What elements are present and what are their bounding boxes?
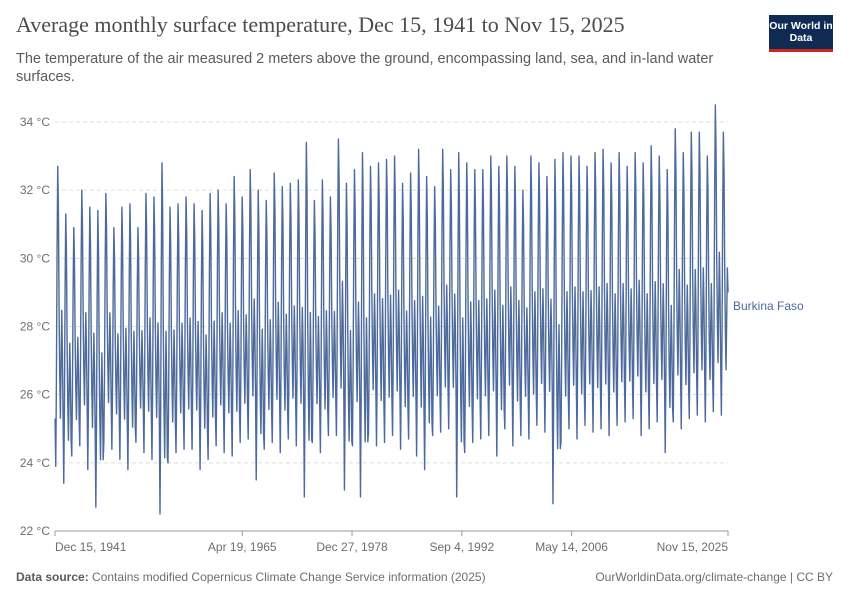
data-source: Data source: Contains modified Copernicu… xyxy=(16,570,486,584)
y-tick-label: 28 °C xyxy=(20,320,50,334)
x-tick-label: Nov 15, 2025 xyxy=(657,540,729,554)
data-source-label: Data source: xyxy=(16,570,89,584)
y-tick-label: 22 °C xyxy=(20,524,50,538)
data-source-text: Contains modified Copernicus Climate Cha… xyxy=(92,570,486,584)
x-axis: Dec 15, 1941 Apr 19, 1965 Dec 27, 1978 Sep … xyxy=(54,530,729,554)
y-tick-label: 30 °C xyxy=(20,251,50,265)
y-axis-tick-labels: 22 °C 24 °C 26 °C 28 °C 30 °C 32 °C 34 °C xyxy=(20,115,50,538)
line-chart: 22 °C 24 °C 26 °C 28 °C 30 °C 32 °C 34 °C Dec … xyxy=(20,104,804,554)
x-tick-label: Sep 4, 1992 xyxy=(429,540,494,554)
y-tick-label: 26 °C xyxy=(20,388,50,402)
x-tick-label: Dec 27, 1978 xyxy=(316,540,388,554)
x-tick-label: Apr 19, 1965 xyxy=(208,540,277,554)
series-line-burkina-faso[interactable] xyxy=(54,104,729,515)
series-lines xyxy=(54,104,729,515)
series-label-burkina-faso[interactable]: Burkina Faso xyxy=(733,299,804,313)
chart-title: Average monthly surface temperature, Dec… xyxy=(16,12,625,37)
y-tick-label: 24 °C xyxy=(20,456,50,470)
y-tick-label: 34 °C xyxy=(20,115,50,129)
chart-subtitle: The temperature of the air measured 2 me… xyxy=(16,51,714,85)
x-tick-label: May 14, 2006 xyxy=(535,540,608,554)
credit-link[interactable]: OurWorldinData.org/climate-change | CC B… xyxy=(595,570,833,584)
y-tick-label: 32 °C xyxy=(20,183,50,197)
x-tick-label: Dec 15, 1941 xyxy=(55,540,127,554)
owid-logo[interactable]: Our World in Data xyxy=(769,15,833,52)
